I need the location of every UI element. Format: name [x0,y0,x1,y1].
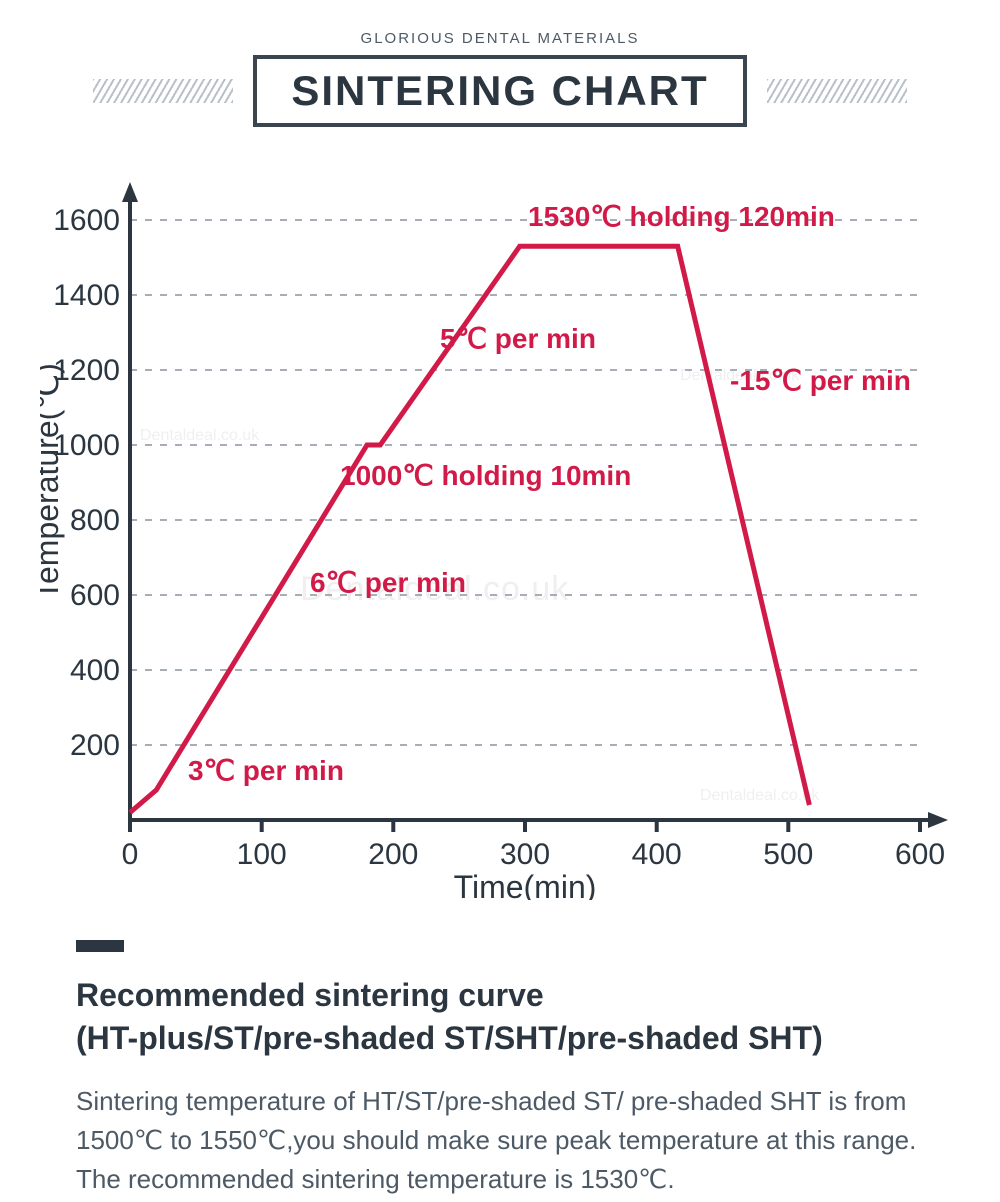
annotation-neg15c: -15℃ per min [730,365,911,396]
subtitle-line1: Recommended sintering curve [76,977,544,1013]
ytick-label: 1400 [53,279,120,312]
arrow-right-icon [928,812,948,828]
annotation-6c: 6℃ per min [310,567,466,598]
hatch-left-icon [93,79,233,103]
xtick-label: 100 [237,838,287,871]
header: GLORIOUS DENTAL MATERIALS SINTERING CHAR… [0,0,1000,127]
ytick-label: 200 [70,729,120,762]
xtick-label: 300 [500,838,550,871]
annotation-1530-hold: 1530℃ holding 120min [528,201,835,232]
annotation-3c: 3℃ per min [188,755,344,786]
axes [130,190,940,820]
dash-icon [76,940,124,952]
arrow-up-icon [122,182,138,202]
xtick-label: 400 [632,838,682,871]
supertitle: GLORIOUS DENTAL MATERIALS [0,30,1000,47]
annotation-1000-hold: 1000℃ holding 10min [340,460,631,491]
ytick-label: 1600 [53,204,120,237]
ytick-label: 600 [70,579,120,612]
annotation-5c: 5℃ per min [440,323,596,354]
sintering-chart: Dentaldeal.co.uk Dentaldeal.co.uk Dental… [40,180,960,900]
page-title: SINTERING CHART [291,67,708,115]
ytick-label: 400 [70,654,120,687]
watermark: Dentaldeal.co.uk [140,427,260,444]
ytick-label: 800 [70,504,120,537]
xtick-label: 200 [368,838,418,871]
xtick-label: 500 [763,838,813,871]
y-axis-label: Temperature(℃) [40,363,65,600]
subtitle-line2: (HT-plus/ST/pre-shaded ST/SHT/pre-shaded… [76,1020,823,1056]
hatch-right-icon [767,79,907,103]
description-block: Recommended sintering curve (HT-plus/ST/… [76,940,926,1199]
title-box: SINTERING CHART [253,55,746,127]
body-text: Sintering temperature of HT/ST/pre-shade… [76,1082,926,1199]
watermark: Dentaldeal.co.uk [700,787,820,804]
x-axis-label: Time(min) [454,869,597,900]
subtitle: Recommended sintering curve (HT-plus/ST/… [76,974,926,1060]
title-row: SINTERING CHART [0,55,1000,127]
chart-svg: Dentaldeal.co.uk Dentaldeal.co.uk Dental… [40,180,960,900]
xtick-label: 600 [895,838,945,871]
xtick-label: 0 [122,838,139,871]
